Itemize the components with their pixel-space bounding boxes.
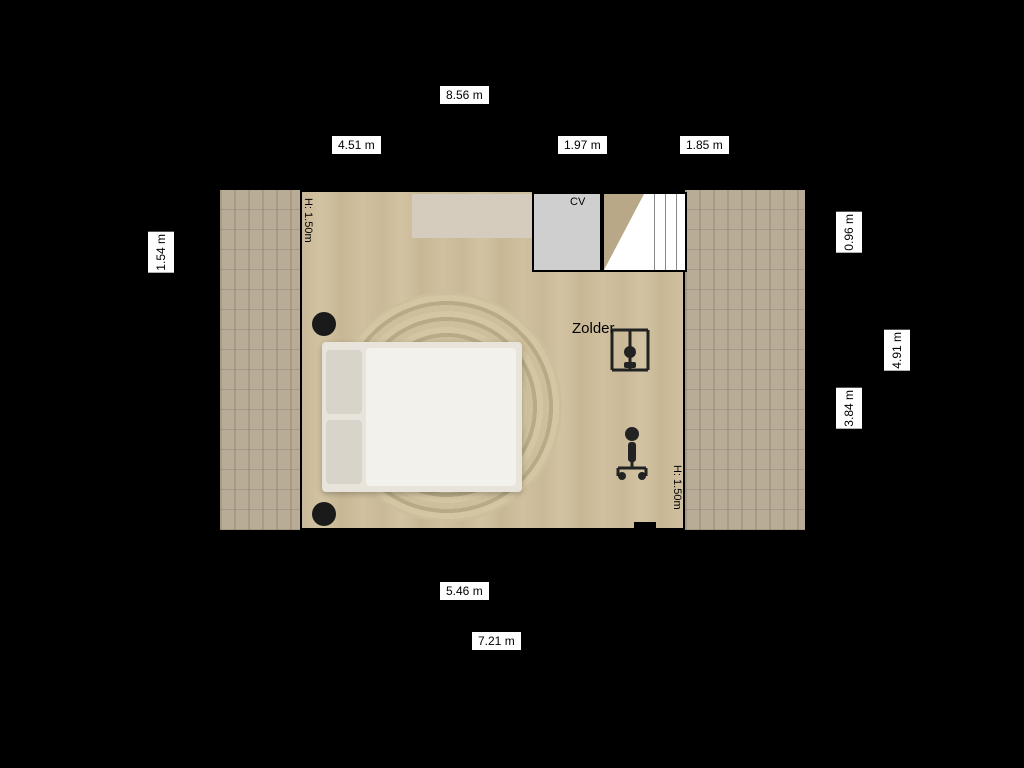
room-zolder: CV Zolder — [300, 190, 685, 530]
dim-bottom-room: 5.46 m — [440, 582, 489, 600]
dim-top-seg1: 4.51 m — [332, 136, 381, 154]
cv-closet — [532, 192, 602, 272]
stairs — [602, 192, 687, 272]
roof-right — [685, 190, 805, 530]
dim-bottom-total: 7.21 m — [472, 632, 521, 650]
stair-steps — [644, 194, 685, 270]
bed — [322, 342, 522, 492]
room-name-label: Zolder — [572, 320, 615, 337]
roof-left — [220, 190, 300, 530]
dim-top-seg2: 1.97 m — [558, 136, 607, 154]
exercise-bike-icon — [612, 422, 652, 482]
speaker-bottom — [312, 502, 336, 526]
door-notch — [634, 522, 656, 530]
dim-top-total: 8.56 m — [440, 86, 489, 104]
dim-right-total: 4.91 m — [884, 330, 910, 371]
dim-right-seg2: 3.84 m — [836, 388, 862, 429]
height-label-left: H: 1.50m — [302, 198, 314, 243]
cabinet — [412, 194, 542, 238]
height-label-right: H: 1.50m — [671, 465, 683, 510]
speaker-top — [312, 312, 336, 336]
dim-right-seg1: 0.96 m — [836, 212, 862, 253]
dim-top-seg3: 1.85 m — [680, 136, 729, 154]
bed-blanket — [366, 348, 516, 486]
floorplan: CV Zolder H: — [220, 190, 805, 530]
cv-label: CV — [570, 196, 585, 208]
dim-left-roof: 1.54 m — [148, 232, 174, 273]
